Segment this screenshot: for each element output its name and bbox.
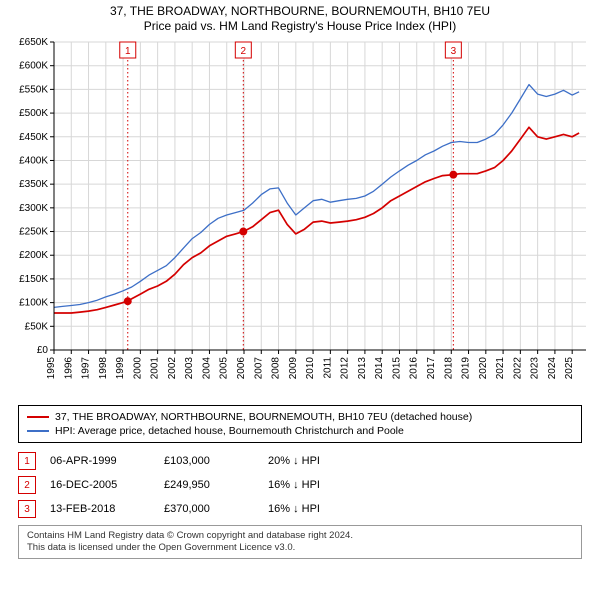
attribution: Contains HM Land Registry data © Crown c… [18,525,582,559]
sale-date: 06-APR-1999 [50,455,150,467]
sales-table: 1 06-APR-1999 £103,000 20% ↓ HPI 2 16-DEC-200… [18,449,582,521]
legend: 37, THE BROADWAY, NORTHBOURNE, BOURNEMOU… [18,405,582,443]
sale-delta: 16% ↓ HPI [268,503,388,515]
svg-text:2014: 2014 [374,357,385,380]
legend-row: HPI: Average price, detached house, Bour… [27,424,573,438]
svg-text:£300K: £300K [19,203,48,214]
svg-text:2008: 2008 [271,357,282,380]
svg-text:2013: 2013 [357,357,368,380]
svg-text:£400K: £400K [19,155,48,166]
svg-text:2019: 2019 [461,357,472,380]
svg-text:2009: 2009 [288,357,299,380]
svg-text:£200K: £200K [19,250,48,261]
title-block: 37, THE BROADWAY, NORTHBOURNE, BOURNEMOU… [0,0,600,34]
sale-number-badge: 1 [18,452,36,470]
chart-svg: 1 2 3 £0 £50K £100K £150K £200K £250K £300K £350K £… [0,34,600,394]
svg-text:2000: 2000 [132,357,143,380]
legend-row: 37, THE BROADWAY, NORTHBOURNE, BOURNEMOU… [27,410,573,424]
sale-row: 1 06-APR-1999 £103,000 20% ↓ HPI [18,449,582,473]
sale-delta: 16% ↓ HPI [268,479,388,491]
svg-text:£0: £0 [37,345,49,356]
legend-label: 37, THE BROADWAY, NORTHBOURNE, BOURNEMOU… [55,411,472,423]
svg-text:£650K: £650K [19,37,48,48]
sale-number-badge: 2 [18,476,36,494]
sale-date: 13-FEB-2018 [50,503,150,515]
sale-date: 16-DEC-2005 [50,479,150,491]
svg-text:1997: 1997 [81,357,92,380]
page: 37, THE BROADWAY, NORTHBOURNE, BOURNEMOU… [0,0,600,559]
legend-swatch [27,430,49,432]
sale-row: 3 13-FEB-2018 £370,000 16% ↓ HPI [18,497,582,521]
svg-text:2016: 2016 [409,357,420,380]
svg-text:£500K: £500K [19,108,48,119]
svg-text:1999: 1999 [115,357,126,380]
svg-text:1998: 1998 [98,357,109,380]
sale-delta: 20% ↓ HPI [268,455,388,467]
svg-text:2010: 2010 [305,357,316,380]
svg-text:£150K: £150K [19,274,48,285]
svg-text:£50K: £50K [25,321,49,332]
title-line-1: 37, THE BROADWAY, NORTHBOURNE, BOURNEMOU… [0,4,600,19]
svg-text:2022: 2022 [512,357,523,380]
legend-swatch [27,416,49,418]
sale-number-badge: 3 [18,500,36,518]
sale-price: £103,000 [164,455,254,467]
svg-text:£450K: £450K [19,132,48,143]
svg-text:2024: 2024 [547,357,558,380]
svg-text:2017: 2017 [426,357,437,380]
svg-text:2015: 2015 [391,357,402,380]
svg-text:£550K: £550K [19,84,48,95]
svg-text:2011: 2011 [322,357,333,379]
svg-text:1995: 1995 [46,357,57,380]
svg-text:2002: 2002 [167,357,178,380]
svg-text:1996: 1996 [63,357,74,380]
svg-text:2012: 2012 [340,357,351,380]
svg-text:2007: 2007 [253,357,264,380]
title-line-2: Price paid vs. HM Land Registry's House … [0,19,600,34]
svg-text:£600K: £600K [19,61,48,72]
svg-text:2006: 2006 [236,357,247,380]
svg-text:1: 1 [125,46,131,57]
svg-text:2001: 2001 [150,357,161,380]
chart: 1 2 3 £0 £50K £100K £150K £200K £250K £300K £350K £… [0,34,600,399]
svg-text:2021: 2021 [495,357,506,380]
sale-row: 2 16-DEC-2005 £249,950 16% ↓ HPI [18,473,582,497]
svg-text:2018: 2018 [443,357,454,380]
svg-text:2: 2 [241,46,247,57]
svg-text:2025: 2025 [564,357,575,380]
sale-price: £249,950 [164,479,254,491]
svg-text:2004: 2004 [201,357,212,380]
svg-text:£250K: £250K [19,227,48,238]
svg-text:2023: 2023 [530,357,541,380]
attribution-line-1: Contains HM Land Registry data © Crown c… [27,530,573,542]
svg-text:2020: 2020 [478,357,489,380]
legend-label: HPI: Average price, detached house, Bour… [55,425,404,437]
svg-text:£100K: £100K [19,298,48,309]
sale-price: £370,000 [164,503,254,515]
svg-text:2003: 2003 [184,357,195,380]
svg-text:2005: 2005 [219,357,230,380]
attribution-line-2: This data is licensed under the Open Gov… [27,542,573,554]
svg-text:3: 3 [451,46,457,57]
svg-text:£350K: £350K [19,179,48,190]
